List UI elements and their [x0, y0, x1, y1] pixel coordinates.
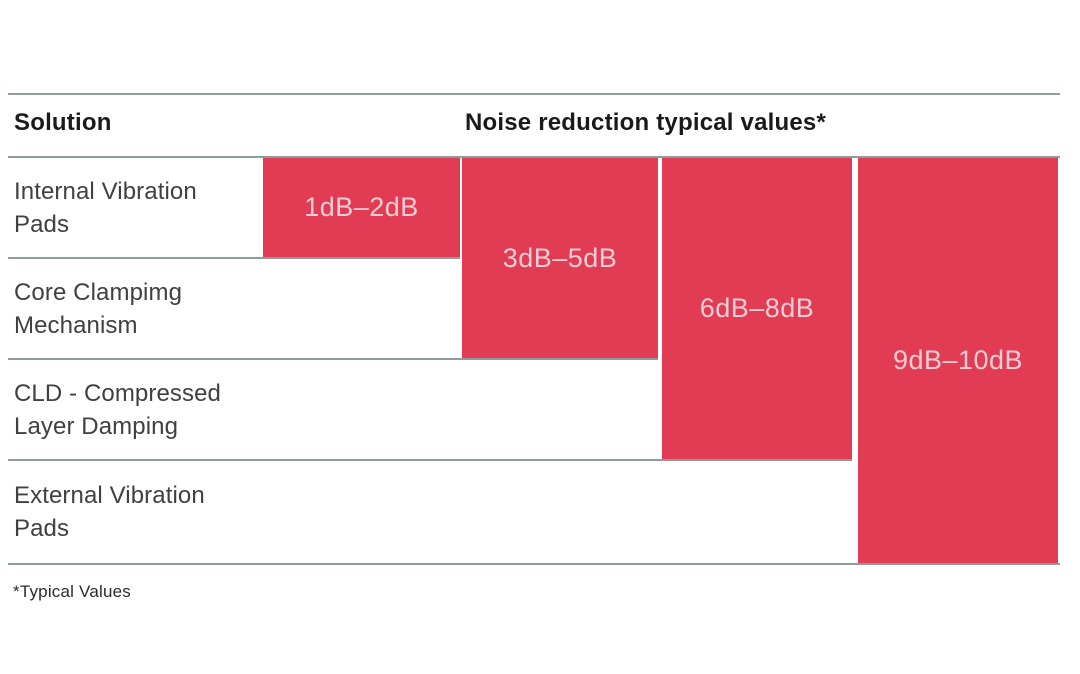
row-label-internal-vibration-pads: Internal Vibration Pads	[14, 177, 197, 238]
value-bar-9db-10db: 9dB–10dB	[858, 158, 1058, 563]
value-bar-1db-2db: 1dB–2dB	[263, 158, 460, 257]
value-bar-3db-5db: 3dB–5dB	[462, 158, 658, 358]
row-divider-2	[8, 358, 658, 360]
value-bar-label-6db-8db: 6dB–8dB	[699, 293, 815, 323]
value-bar-label-3db-5db: 3dB–5dB	[502, 242, 618, 273]
typical-values-footnote: *Typical Values	[13, 582, 131, 601]
row-label-external-vibration-pads: External Vibration Pads	[14, 482, 205, 542]
row-label-core-clamping-mechanism: Core Clampimg Mechanism	[14, 278, 183, 339]
column-header-noise-values: Noise reduction typical values*	[465, 109, 826, 136]
value-bar-label-1db-2db: 1dB–2dB	[304, 192, 419, 222]
row-label-cld-compressed-layer-damping: CLD - Compressed Layer Damping	[14, 379, 221, 440]
header-divider	[8, 156, 1060, 158]
table-bottom-border	[8, 563, 1060, 565]
column-header-solution: Solution	[14, 109, 112, 136]
value-bar-label-9db-10db: 9dB–10dB	[892, 345, 1024, 375]
row-divider-3	[8, 459, 852, 461]
value-bar-6db-8db: 6dB–8dB	[662, 158, 852, 459]
row-divider-1	[8, 257, 460, 259]
table-top-border	[8, 93, 1060, 95]
